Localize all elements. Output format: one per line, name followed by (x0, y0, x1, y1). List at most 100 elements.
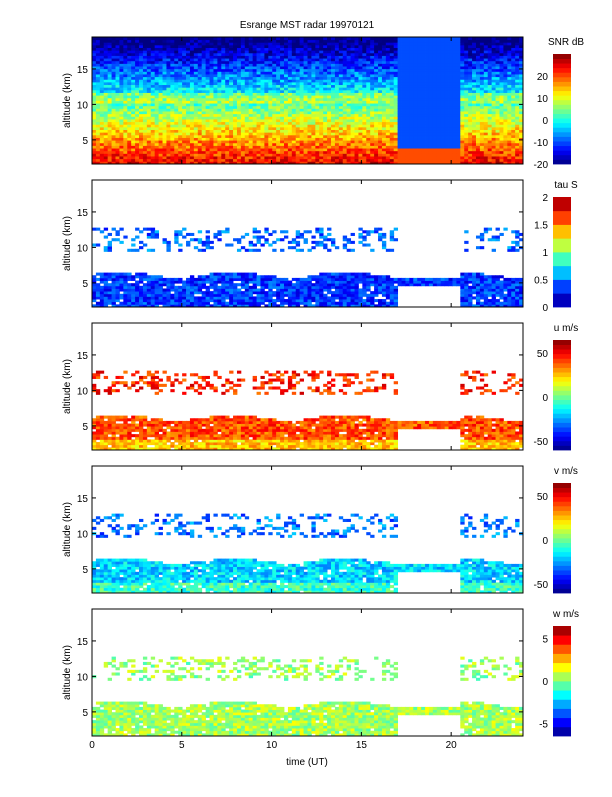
heatmap-cell (213, 121, 218, 125)
heatmap-cell (401, 111, 406, 115)
heatmap-cell (350, 66, 355, 70)
heatmap-cell (252, 156, 257, 160)
heatmap-cell (350, 37, 355, 41)
heatmap-cell (166, 145, 171, 149)
heatmap-cell (170, 58, 175, 62)
heatmap-cell (436, 60, 442, 64)
heatmap-cell (111, 132, 116, 136)
heatmap-cell (174, 137, 179, 141)
heatmap-cell (95, 161, 101, 165)
heatmap-cell (472, 55, 477, 59)
heatmap-cell (256, 156, 261, 160)
heatmap-cell (123, 108, 128, 112)
heatmap-cell (378, 158, 383, 162)
heatmap-cell (197, 50, 203, 54)
heatmap-cell (495, 87, 500, 91)
heatmap-cell (331, 129, 336, 133)
heatmap-cell (385, 108, 391, 112)
heatmap-cell (448, 119, 453, 123)
heatmap-cell (115, 84, 120, 88)
heatmap-cell (197, 103, 203, 107)
heatmap-cell (201, 156, 207, 160)
heatmap-cell (405, 121, 410, 125)
heatmap-cell (432, 44, 438, 48)
heatmap-cell (307, 142, 312, 146)
heatmap-cell (346, 84, 351, 88)
heatmap-cell (448, 150, 453, 154)
heatmap-cell (178, 124, 183, 128)
heatmap-cell (483, 39, 489, 43)
heatmap-cell (421, 105, 426, 109)
heatmap-cell (444, 111, 449, 115)
heatmap-cell (436, 81, 442, 86)
heatmap-cell (401, 74, 406, 78)
heatmap-cell (127, 148, 132, 152)
heatmap-cell (182, 108, 187, 112)
heatmap-cell (252, 50, 257, 54)
heatmap-cell (303, 89, 308, 93)
heatmap-cell (189, 66, 195, 70)
heatmap-cell (280, 140, 285, 144)
heatmap-cell (111, 108, 116, 112)
heatmap-cell (440, 145, 446, 149)
heatmap-cell (362, 66, 367, 70)
heatmap-cell (178, 60, 183, 64)
heatmap-cell (425, 66, 430, 70)
heatmap-cell (448, 140, 453, 144)
heatmap-cell (334, 42, 340, 46)
heatmap-cell (103, 87, 109, 91)
heatmap-cell (287, 140, 293, 144)
heatmap-cell (338, 89, 344, 93)
heatmap-cell (327, 116, 332, 120)
heatmap-cell (448, 95, 453, 99)
heatmap-cell (182, 58, 187, 62)
heatmap-cell (225, 74, 230, 78)
heatmap-cell (162, 50, 167, 54)
heatmap-cell (479, 79, 485, 83)
heatmap-cell (334, 108, 340, 112)
heatmap-cell (334, 132, 340, 136)
heatmap-cell (460, 137, 465, 141)
heatmap-cell (327, 100, 332, 104)
heatmap-cell (135, 81, 140, 86)
heatmap-cell (283, 153, 289, 157)
heatmap-cell (248, 145, 254, 149)
heatmap-cell (319, 60, 324, 64)
heatmap-cell (495, 68, 500, 72)
heatmap-cell (475, 95, 481, 99)
heatmap-cell (385, 95, 391, 99)
heatmap-cell (397, 150, 402, 154)
heatmap-cell (448, 39, 453, 43)
heatmap-cell (468, 105, 473, 109)
heatmap-cell (103, 37, 109, 41)
heatmap-cell (385, 158, 391, 162)
heatmap-cell (350, 105, 355, 109)
heatmap-cell (111, 161, 116, 165)
heatmap-cell (197, 124, 203, 128)
heatmap-cell (205, 87, 210, 91)
heatmap-cell (417, 119, 422, 123)
heatmap-cell (146, 68, 152, 72)
heatmap-cell (389, 58, 395, 62)
heatmap-cell (334, 161, 340, 165)
heatmap-cell (92, 158, 97, 162)
heatmap-cell (338, 52, 344, 56)
heatmap-cell (229, 63, 234, 67)
heatmap-cell (252, 60, 257, 64)
heatmap-cell (229, 74, 234, 78)
heatmap-cell (444, 76, 449, 80)
heatmap-cell (213, 150, 218, 154)
heatmap-cell (425, 52, 430, 56)
heatmap-cell (432, 97, 438, 101)
heatmap-cell (464, 68, 469, 72)
heatmap-cell (158, 95, 163, 99)
heatmap-cell (119, 103, 124, 107)
heatmap-cell (240, 71, 246, 75)
heatmap-cell (338, 116, 344, 120)
heatmap-cell (378, 42, 383, 46)
heatmap-cell (483, 95, 489, 99)
heatmap-cell (272, 156, 277, 160)
heatmap-cell (315, 103, 320, 107)
heatmap-cell (189, 150, 195, 154)
heatmap-cell (291, 37, 297, 41)
